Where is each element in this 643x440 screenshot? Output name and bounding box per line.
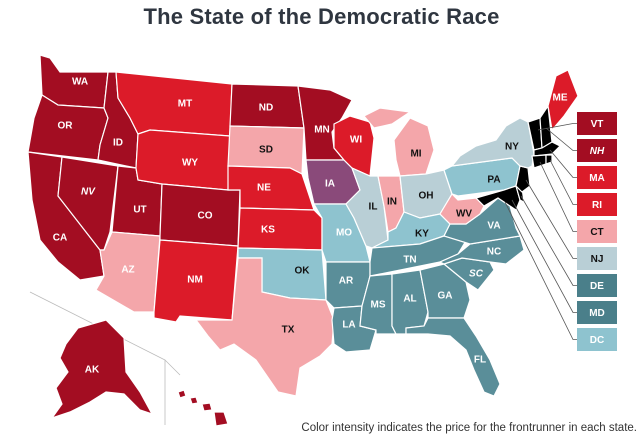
- state-label-co: CO: [198, 211, 213, 222]
- state-label-ne: NE: [257, 183, 271, 194]
- leader-line-nj: [525, 179, 577, 259]
- leader-line-md: [511, 199, 577, 313]
- state-label-ga: GA: [438, 291, 453, 302]
- legend-label-md: MD: [589, 308, 605, 319]
- state-label-ia: IA: [325, 179, 335, 190]
- legend-box-ct[interactable]: [577, 220, 617, 243]
- state-me[interactable]: ME: [547, 69, 579, 132]
- leader-line-vt: [537, 123, 577, 131]
- leader-line-ri: [549, 159, 577, 205]
- state-nd[interactable]: ND: [229, 83, 305, 129]
- inset-separator-hi: [164, 359, 181, 376]
- state-mi-up[interactable]: [363, 107, 412, 129]
- state-label-sc: SC: [469, 269, 484, 280]
- state-label-ky: KY: [415, 229, 429, 240]
- state-label-sd: SD: [259, 145, 273, 156]
- state-label-mi: MI: [410, 149, 421, 160]
- state-ks[interactable]: KS: [237, 207, 323, 251]
- state-label-mn: MN: [314, 125, 330, 136]
- state-label-tx: TX: [282, 325, 295, 336]
- small-states-legend: VT NH MA RI CT NJ DE MD DC: [504, 112, 617, 351]
- state-label-nd: ND: [259, 103, 273, 114]
- state-label-pa: PA: [487, 175, 500, 186]
- state-label-wa: WA: [72, 77, 88, 88]
- state-label-ca: CA: [53, 233, 67, 244]
- state-hi[interactable]: [177, 389, 229, 427]
- state-label-wi: WI: [350, 135, 362, 146]
- legend-label-nj: NJ: [591, 254, 604, 265]
- state-label-il: IL: [369, 202, 378, 213]
- legend-box-md[interactable]: [577, 301, 617, 324]
- legend-label-ct: CT: [590, 227, 603, 238]
- legend-label-de: DE: [590, 281, 604, 292]
- state-label-wv: WV: [456, 209, 472, 220]
- state-label-id: ID: [113, 138, 123, 149]
- legend-label-nh: NH: [590, 146, 605, 157]
- state-label-ut: UT: [133, 205, 146, 216]
- legend-box-nj[interactable]: [577, 247, 617, 270]
- state-label-az: AZ: [121, 265, 134, 276]
- state-label-nv: NV: [81, 187, 96, 198]
- state-mn[interactable]: MN: [297, 85, 353, 161]
- leader-line-de: [520, 195, 577, 286]
- legend-box-ri[interactable]: [577, 193, 617, 216]
- state-label-ms: MS: [371, 300, 386, 311]
- state-label-nm: NM: [187, 275, 203, 286]
- legend-box-dc[interactable]: [577, 328, 617, 351]
- state-label-tn: TN: [403, 255, 416, 266]
- state-mi[interactable]: MI: [393, 117, 435, 177]
- legend-label-ma: MA: [589, 173, 605, 184]
- state-fl[interactable]: FL: [405, 317, 501, 397]
- state-label-wy: WY: [182, 158, 198, 169]
- state-label-ar: AR: [339, 276, 354, 287]
- state-ak[interactable]: AK: [50, 319, 154, 420]
- state-label-nc: NC: [487, 247, 501, 258]
- map-title: The State of the Democratic Race: [143, 4, 500, 29]
- legend-label-dc: DC: [590, 335, 604, 346]
- state-label-mt: MT: [178, 99, 192, 110]
- state-nm[interactable]: NM: [153, 239, 239, 323]
- leader-line-ma: [549, 149, 577, 178]
- state-label-mo: MO: [336, 228, 352, 239]
- state-ct[interactable]: [531, 154, 547, 169]
- state-label-ks: KS: [261, 225, 275, 236]
- state-md[interactable]: [474, 185, 521, 211]
- legend-box-de[interactable]: [577, 274, 617, 297]
- legend-box-ma[interactable]: [577, 166, 617, 189]
- state-tx[interactable]: TX: [194, 257, 335, 397]
- state-label-fl: FL: [474, 355, 486, 366]
- state-label-oh: OH: [419, 191, 434, 202]
- legend-label-vt: VT: [591, 119, 604, 130]
- state-label-in: IN: [387, 197, 397, 208]
- leader-line-dc: [504, 201, 577, 340]
- state-label-va: VA: [487, 221, 500, 232]
- legend-box-nh[interactable]: [577, 139, 617, 162]
- footnote: Color intensity indicates the price for …: [301, 422, 637, 434]
- leader-line-nh: [545, 127, 577, 151]
- state-label-or: OR: [58, 121, 74, 132]
- state-label-me: ME: [553, 93, 568, 104]
- state-label-la: LA: [342, 320, 355, 331]
- state-label-ak: AK: [85, 365, 100, 376]
- state-nc[interactable]: NC: [438, 235, 525, 265]
- legend-box-vt[interactable]: [577, 112, 617, 135]
- state-label-ok: OK: [295, 266, 311, 277]
- state-ny[interactable]: NY: [450, 117, 535, 169]
- state-label-al: AL: [403, 294, 416, 305]
- state-co[interactable]: CO: [159, 183, 241, 247]
- state-label-ny: NY: [505, 142, 519, 153]
- leader-line-ct: [539, 161, 577, 232]
- state-wy[interactable]: WY: [135, 129, 231, 191]
- legend-label-ri: RI: [592, 200, 602, 211]
